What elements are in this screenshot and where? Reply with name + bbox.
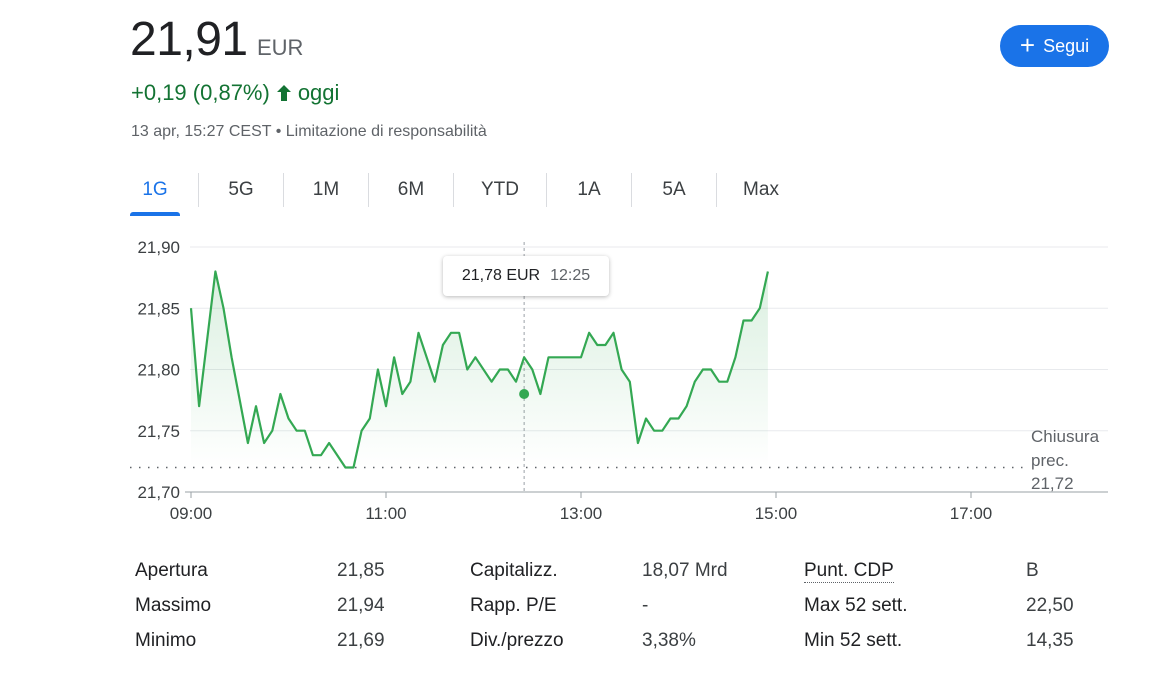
price-area-fill (191, 271, 768, 468)
price-chart[interactable]: 21,90 21,85 21,80 21,75 21,70 09:00 11:00 13:00… (0, 230, 1158, 530)
tooltip-time: 12:25 (550, 267, 591, 284)
plus-icon: + (1019, 30, 1036, 60)
stat-value-pe-ratio: - (642, 595, 649, 616)
tab-5a[interactable]: 5A (662, 179, 686, 200)
tab-6m[interactable]: 6M (397, 179, 425, 200)
change-value: +0,19 (0,87%) (131, 80, 270, 105)
tab-5g[interactable]: 5G (228, 179, 254, 200)
quote-meta: 13 apr, 15:27 CEST • Limitazione di resp… (131, 122, 487, 142)
range-tabs: 1G 5G 1M 6M YTD 1A 5A Max (130, 170, 805, 216)
hover-point (519, 389, 530, 399)
y-tick-label: 21,75 (137, 422, 180, 441)
tab-divider (368, 173, 369, 207)
stat-label-52w-low: Min 52 sett. (804, 630, 903, 651)
key-stats: Apertura 21,85 Capitalizz. 18,07 Mrd Pun… (135, 558, 1095, 668)
previous-close-value: 21,72 (1031, 474, 1074, 493)
stat-label-dividend-yield: Div./prezzo (470, 630, 564, 651)
chart-tooltip: 21,78 EUR 12:25 (443, 256, 609, 296)
tab-divider (631, 173, 632, 207)
x-tick-label: 09:00 (170, 504, 213, 523)
price-change: +0,19 (0,87%) oggi (131, 79, 339, 107)
stat-value-market-cap: 18,07 Mrd (642, 560, 728, 581)
tab-1g[interactable]: 1G (130, 170, 180, 216)
previous-close-label-line1: Chiusura (1031, 427, 1100, 446)
stat-label-pe-ratio: Rapp. P/E (470, 595, 557, 616)
stat-value-open: 21,85 (337, 560, 385, 581)
stat-label-market-cap: Capitalizz. (470, 560, 558, 581)
stat-value-high: 21,94 (337, 595, 385, 616)
quote-timestamp: 13 apr, 15:27 CEST (131, 123, 272, 140)
stat-value-dividend-yield: 3,38% (642, 630, 696, 651)
tooltip-price: 21,78 EUR (461, 267, 541, 284)
stat-label-cdp-score[interactable]: Punt. CDP (804, 560, 894, 583)
tab-1m[interactable]: 1M (312, 179, 340, 200)
stat-label-low: Minimo (135, 630, 197, 651)
arrow-up-icon (276, 85, 291, 101)
disclaimer-link[interactable]: Limitazione di responsabilità (285, 123, 487, 140)
y-tick-label: 21,90 (137, 238, 180, 257)
change-period: oggi (297, 80, 340, 105)
tab-divider (716, 173, 717, 207)
follow-label: Segui (1043, 35, 1090, 56)
stat-value-low: 21,69 (337, 630, 385, 651)
tab-ytd[interactable]: YTD (481, 179, 519, 200)
tab-divider (283, 173, 284, 207)
x-tick-label: 13:00 (560, 504, 603, 523)
stat-label-high: Massimo (135, 595, 212, 616)
tab-divider (546, 173, 547, 207)
x-tick-label: 17:00 (950, 504, 993, 523)
tab-max[interactable]: Max (743, 179, 779, 200)
tab-divider (198, 173, 199, 207)
current-price: 21,91 (130, 13, 248, 66)
stat-value-52w-low: 14,35 (1026, 630, 1074, 651)
previous-close-label-line2: prec. (1031, 451, 1069, 470)
stat-value-52w-high: 22,50 (1026, 595, 1074, 616)
stat-label-open: Apertura (135, 560, 208, 581)
x-tick-label: 15:00 (755, 504, 798, 523)
tab-divider (453, 173, 454, 207)
meta-separator: • (275, 123, 282, 140)
y-tick-label: 21,85 (137, 299, 180, 318)
x-tick-label: 11:00 (365, 504, 406, 523)
stat-value-cdp-score: B (1026, 560, 1039, 581)
tab-1a[interactable]: 1A (577, 179, 601, 200)
price-line (189, 270, 769, 469)
currency-label: EUR (257, 35, 304, 60)
follow-button[interactable]: + Segui (1000, 25, 1109, 67)
y-tick-label: 21,80 (137, 361, 180, 380)
stat-label-52w-high: Max 52 sett. (804, 595, 908, 616)
y-tick-label: 21,70 (137, 483, 180, 502)
